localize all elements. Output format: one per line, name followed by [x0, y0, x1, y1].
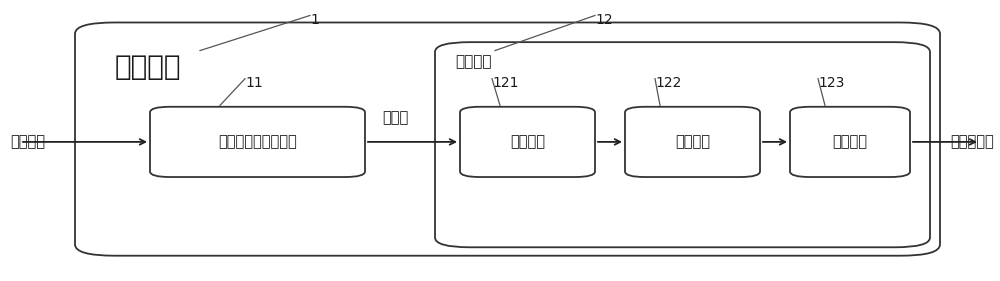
Text: 放大电路: 放大电路 [675, 134, 710, 149]
Text: 122: 122 [655, 76, 681, 90]
FancyBboxPatch shape [150, 107, 365, 177]
Text: 123: 123 [818, 76, 844, 90]
Text: 光信号输出: 光信号输出 [950, 134, 994, 149]
Text: 12: 12 [595, 13, 613, 27]
Text: 光发射机: 光发射机 [455, 54, 492, 69]
Text: 11: 11 [245, 76, 263, 90]
Text: 121: 121 [492, 76, 518, 90]
FancyBboxPatch shape [75, 22, 940, 256]
FancyBboxPatch shape [790, 107, 910, 177]
FancyBboxPatch shape [435, 42, 930, 247]
Text: 探测单元: 探测单元 [115, 53, 182, 81]
Text: 外部信号: 外部信号 [10, 134, 46, 149]
Text: 光发射器: 光发射器 [833, 134, 868, 149]
Text: 1: 1 [310, 13, 319, 27]
Text: 调制电路: 调制电路 [510, 134, 545, 149]
FancyBboxPatch shape [625, 107, 760, 177]
FancyBboxPatch shape [460, 107, 595, 177]
Text: 电信号: 电信号 [382, 110, 408, 125]
Text: 信号探测及控制模块: 信号探测及控制模块 [218, 134, 297, 149]
